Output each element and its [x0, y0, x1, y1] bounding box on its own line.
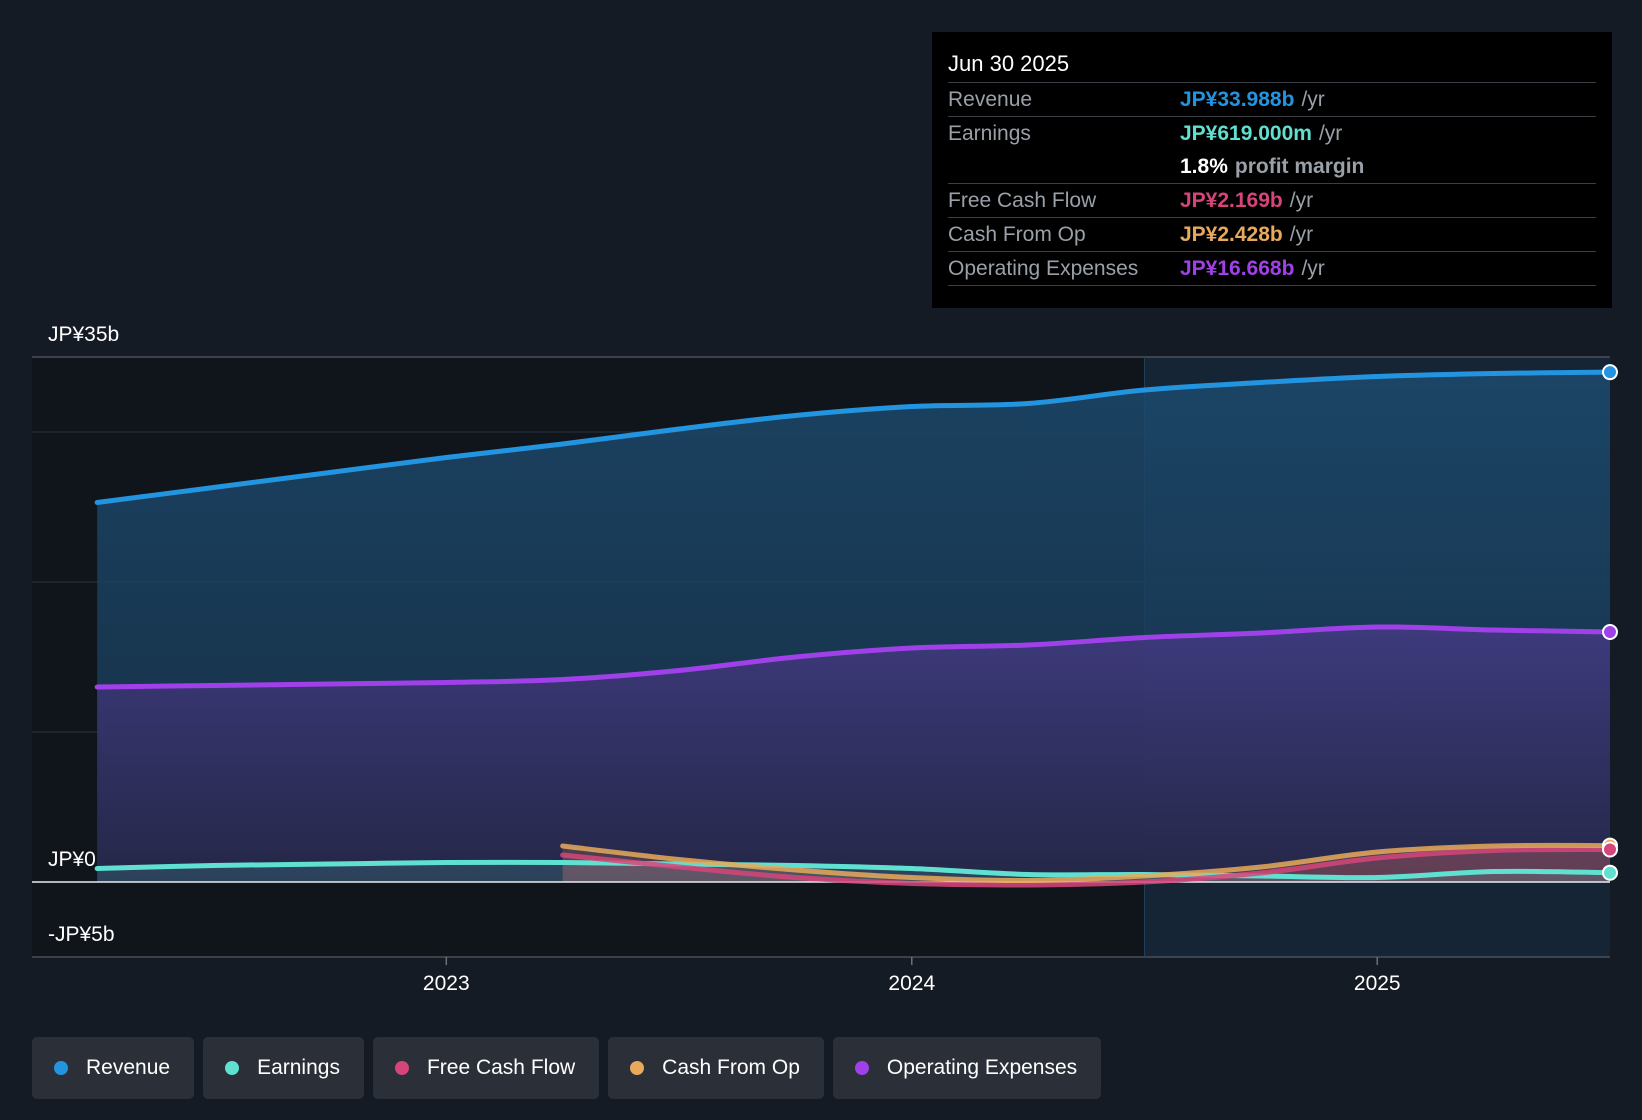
y-tick-label: JP¥35b: [48, 323, 119, 346]
tooltip-label: Free Cash Flow: [948, 188, 1097, 212]
tooltip-unit: /yr: [1301, 256, 1325, 280]
cfo-line: [560, 842, 1613, 884]
tooltip-panel: Jun 30 2025 Revenue JP¥33.988b /yr Earni…: [932, 32, 1612, 308]
x-tick-label: 2023: [423, 972, 470, 995]
tooltip-unit: /yr: [1301, 87, 1325, 111]
opex-line: [94, 624, 1613, 690]
legend-label: Earnings: [257, 1056, 340, 1079]
revenue-end-marker: [1602, 364, 1618, 381]
legend-item-operating-expenses[interactable]: Operating Expenses: [832, 1037, 1102, 1099]
opex-end-marker: [1602, 623, 1618, 640]
legend-item-cash-from-op[interactable]: Cash From Op: [608, 1037, 824, 1099]
legend-item-earnings[interactable]: Earnings: [203, 1037, 364, 1099]
legend-label: Cash From Op: [662, 1056, 800, 1079]
y-tick-label: JP¥0: [48, 848, 96, 871]
earnings-dot-icon: [225, 1061, 240, 1075]
tooltip-value: JP¥2.428b: [1180, 222, 1283, 246]
operating-expenses-dot-icon: [854, 1061, 869, 1075]
revenue-line: [94, 369, 1613, 505]
earnings-line: [94, 859, 1613, 881]
tooltip-row-free-cash-flow: Free Cash Flow JP¥2.169b /yr: [948, 183, 1596, 217]
tooltip-label: Cash From Op: [948, 222, 1086, 246]
tooltip-row-cash-from-op: Cash From Op JP¥2.428b /yr: [948, 217, 1596, 251]
fcf-end-marker: [1602, 841, 1618, 858]
tooltip-row-operating-expenses: Operating Expenses JP¥16.668b /yr: [948, 251, 1596, 286]
free-cash-flow-dot-icon: [394, 1061, 409, 1075]
fcf-line: [560, 846, 1613, 888]
tooltip-value: JP¥2.169b: [1180, 188, 1283, 212]
tooltip-row-profit-margin: 1.8% profit margin: [948, 150, 1596, 183]
tooltip-row-revenue: Revenue JP¥33.988b /yr: [948, 82, 1596, 116]
legend-label: Revenue: [86, 1056, 171, 1079]
tooltip-date: Jun 30 2025: [948, 51, 1070, 76]
tooltip-unit: /yr: [1318, 121, 1343, 145]
tooltip-label: Revenue: [948, 87, 1033, 111]
tooltip-row-earnings: Earnings JP¥619.000m /yr: [948, 116, 1596, 150]
legend-label: Free Cash Flow: [426, 1056, 576, 1079]
tooltip-label: Operating Expenses: [948, 256, 1139, 280]
revenue-dot-icon: [54, 1061, 68, 1075]
legend-label: Operating Expenses: [886, 1056, 1078, 1079]
tooltip-label: Earnings: [948, 121, 1031, 145]
cash-from-op-dot-icon: [630, 1061, 645, 1075]
tooltip-value: JP¥619.000m: [1180, 121, 1312, 145]
x-tick-label: 2024: [888, 972, 935, 995]
tooltip-unit: profit margin: [1234, 154, 1365, 178]
legend-item-free-cash-flow[interactable]: Free Cash Flow: [372, 1037, 600, 1099]
earnings-end-marker: [1602, 864, 1618, 881]
legend-item-revenue[interactable]: Revenue: [32, 1037, 195, 1099]
y-tick-label: -JP¥5b: [48, 923, 115, 946]
opex-area: [97, 626, 1611, 882]
tooltip-value: JP¥16.668b: [1180, 256, 1295, 280]
chart-legend: Revenue Earnings Free Cash Flow Cash Fro…: [32, 1037, 1102, 1099]
x-tick-label: 2025: [1354, 972, 1401, 995]
tooltip-value: 1.8%: [1180, 154, 1228, 178]
tooltip-unit: /yr: [1289, 188, 1314, 212]
tooltip-unit: /yr: [1289, 222, 1314, 246]
tooltip-value: JP¥33.988b: [1180, 87, 1295, 111]
